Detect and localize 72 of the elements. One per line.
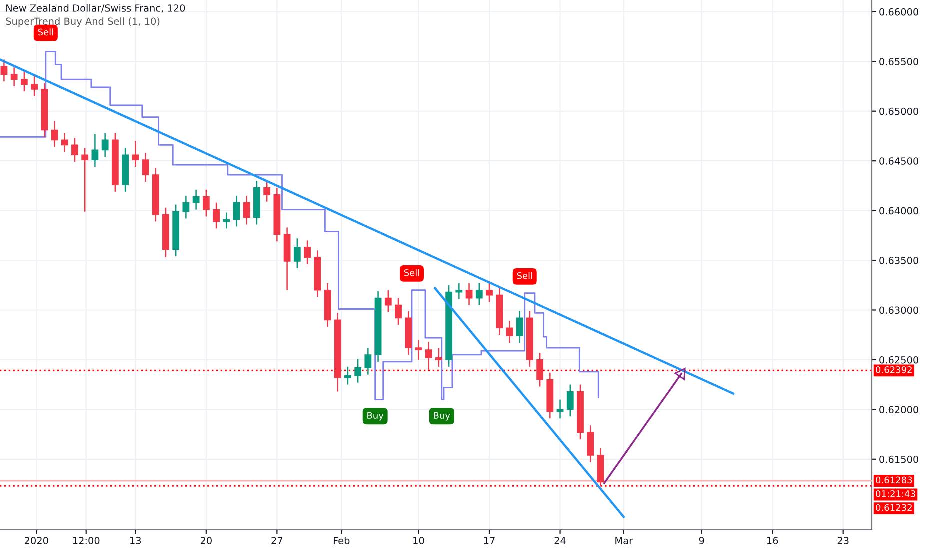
candlestick bbox=[92, 134, 99, 168]
y-tick-label: 0.62000 bbox=[880, 406, 919, 414]
candlestick bbox=[132, 140, 140, 168]
candlestick bbox=[61, 132, 68, 153]
candlestick bbox=[233, 195, 240, 228]
candlestick bbox=[536, 352, 544, 388]
annotation: Sell bbox=[404, 269, 420, 276]
x-tick-label: 12:00 bbox=[73, 537, 100, 544]
candlestick bbox=[506, 320, 514, 344]
candlestick bbox=[102, 132, 109, 158]
annotation: Sell bbox=[517, 272, 532, 280]
candlestick bbox=[384, 290, 392, 313]
x-tick-label: 23 bbox=[838, 537, 849, 544]
candlestick bbox=[82, 148, 89, 212]
candlestick bbox=[364, 347, 372, 376]
candlestick bbox=[20, 70, 28, 92]
text: 01:21:43 bbox=[876, 490, 916, 498]
candlestick bbox=[264, 180, 271, 202]
y-tick-label: 0.65000 bbox=[880, 108, 919, 116]
annotation: Sell bbox=[38, 28, 54, 36]
candlestick bbox=[10, 66, 18, 88]
candlestick bbox=[476, 282, 483, 306]
candlestick bbox=[51, 120, 58, 148]
ref-line-label: 0.61283 bbox=[876, 476, 912, 484]
y-tick-label: 0.66000 bbox=[880, 8, 919, 16]
ref-line-label: 0.62392 bbox=[876, 366, 912, 374]
y-tick-label: 0.64500 bbox=[880, 158, 919, 165]
candlestick bbox=[182, 195, 190, 220]
y-tick-label: 0.63500 bbox=[880, 257, 919, 264]
x-tick-label: 9 bbox=[699, 537, 704, 544]
candlestick bbox=[304, 240, 311, 266]
y-tick-label: 0.62500 bbox=[880, 356, 919, 364]
x-tick-label: 2020 bbox=[24, 537, 48, 544]
y-tick-label: 0.63000 bbox=[880, 306, 919, 314]
candlestick bbox=[415, 339, 422, 361]
candlestick bbox=[566, 384, 574, 418]
chart-title: New Zealand Dollar/Swiss Franc, 120 bbox=[6, 4, 186, 13]
y-tick-label: 0.61500 bbox=[880, 456, 919, 464]
x-tick-label: 24 bbox=[554, 537, 566, 544]
candlestick bbox=[587, 424, 594, 464]
text: SuperTrend Buy And Sell (1, 10) bbox=[6, 18, 160, 28]
x-tick-label: 13 bbox=[130, 537, 142, 544]
candlestick bbox=[344, 366, 352, 386]
candlestick bbox=[466, 282, 473, 306]
x-tick-label: 16 bbox=[767, 537, 778, 544]
candlestick bbox=[435, 347, 442, 368]
x-tick-label: 27 bbox=[272, 537, 283, 544]
x-tick-label: 10 bbox=[414, 537, 424, 544]
x-tick-label: Feb bbox=[334, 536, 350, 544]
y-tick-label: 0.65500 bbox=[880, 58, 919, 66]
candlestick bbox=[202, 189, 210, 218]
candlestick bbox=[516, 310, 524, 344]
candlestick bbox=[0, 59, 8, 82]
x-tick-label: Mar bbox=[616, 537, 634, 544]
candlestick bbox=[31, 76, 38, 98]
candlestick bbox=[142, 152, 150, 183]
candlestick bbox=[243, 195, 250, 226]
candlestick bbox=[425, 341, 432, 371]
x-tick-label: 20 bbox=[200, 537, 212, 544]
candlestick bbox=[213, 202, 220, 230]
candlestick bbox=[294, 238, 301, 270]
candlestick bbox=[395, 298, 402, 326]
legend-label: 0.61232 bbox=[876, 504, 912, 512]
annotation: Buy bbox=[434, 412, 450, 421]
y-tick-label: 0.64000 bbox=[880, 207, 919, 215]
candlestick bbox=[456, 282, 463, 300]
candlestick bbox=[223, 212, 230, 230]
candlestick bbox=[354, 358, 362, 384]
x-tick-label: 17 bbox=[484, 537, 495, 544]
candlestick bbox=[192, 189, 200, 210]
annotation: Buy bbox=[368, 412, 384, 421]
candlestick bbox=[72, 138, 78, 163]
